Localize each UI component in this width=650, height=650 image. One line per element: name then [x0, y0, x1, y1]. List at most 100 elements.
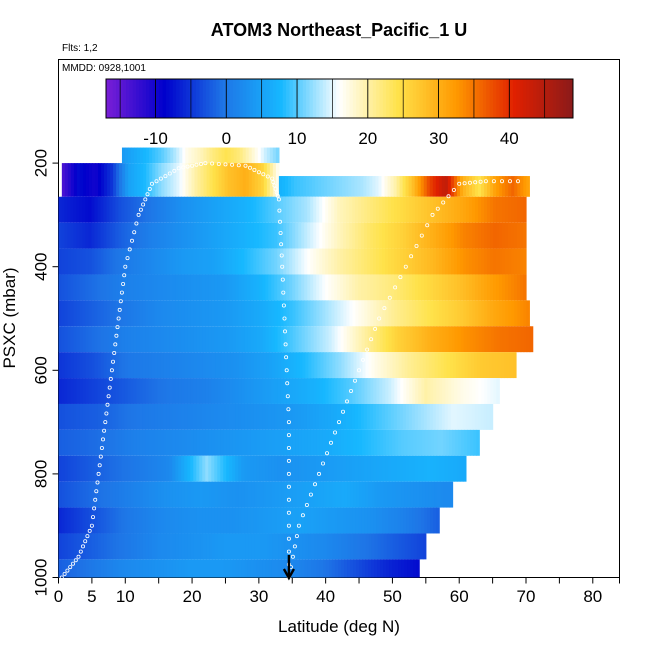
- heatmap-cell: [250, 300, 255, 327]
- heatmap-cell: [187, 248, 191, 275]
- heatmap-cell: [316, 248, 320, 275]
- heatmap-cell: [463, 196, 467, 223]
- heatmap-cell: [233, 147, 238, 164]
- heatmap-cell: [173, 147, 177, 164]
- heatmap-cell: [367, 300, 371, 327]
- colorbar-segment: [362, 79, 367, 118]
- heatmap-cell: [172, 481, 177, 508]
- flight-track-point: [491, 179, 496, 184]
- heatmap-cell: [242, 352, 246, 379]
- heatmap-cell: [289, 300, 294, 327]
- heatmap-cell: [262, 378, 266, 404]
- flight-track-point: [96, 471, 101, 476]
- heatmap-cell: [520, 222, 524, 249]
- heatmap-cell: [251, 533, 255, 560]
- heatmap-cell: [364, 300, 368, 327]
- heatmap-cell: [305, 481, 309, 508]
- heatmap-cell: [340, 507, 344, 534]
- heatmap-cell: [127, 559, 132, 578]
- heatmap-cell: [469, 222, 473, 249]
- heatmap-cell: [184, 222, 188, 249]
- heatmap-cell: [277, 248, 281, 275]
- heatmap-cell: [330, 176, 334, 197]
- flight-track-point: [116, 316, 121, 321]
- heatmap-cell: [325, 300, 330, 327]
- heatmap-cell: [319, 507, 323, 534]
- heatmap-cell: [351, 403, 356, 430]
- heatmap-cell: [397, 274, 401, 301]
- heatmap-cell: [238, 196, 242, 223]
- heatmap-cell: [487, 248, 491, 275]
- heatmap-cell: [262, 507, 266, 534]
- heatmap-cell: [350, 429, 354, 456]
- flight-track-point: [73, 558, 78, 563]
- heatmap-cell: [163, 300, 168, 327]
- heatmap-cell: [205, 274, 209, 301]
- heatmap-cell: [346, 222, 350, 249]
- heatmap-cell: [73, 222, 78, 249]
- heatmap-cell: [451, 274, 455, 301]
- heatmap-cell: [247, 300, 252, 327]
- heatmap-cell: [106, 429, 111, 456]
- colorbar-segment: [189, 79, 194, 118]
- heatmap-cell: [136, 481, 141, 508]
- heatmap-cell: [484, 248, 488, 275]
- flight-track-point: [286, 445, 291, 450]
- heatmap-cell: [520, 274, 524, 301]
- heatmap-cell: [103, 352, 108, 379]
- heatmap-cell: [85, 507, 90, 534]
- heatmap-cell: [314, 352, 318, 379]
- heatmap-cell: [322, 222, 326, 249]
- heatmap-cell: [280, 222, 284, 249]
- heatmap-cell: [224, 147, 229, 164]
- heatmap-cell: [320, 533, 325, 560]
- heatmap-cell: [259, 403, 263, 430]
- heatmap-cell: [436, 326, 441, 353]
- heatmap-cell: [112, 507, 117, 534]
- heatmap-cell: [163, 274, 167, 301]
- heatmap-cell: [202, 481, 207, 508]
- heatmap-cell: [326, 481, 330, 508]
- flight-track-point: [507, 179, 512, 184]
- heatmap-cell: [238, 378, 243, 404]
- heatmap-cell: [247, 326, 252, 353]
- heatmap-cell: [454, 300, 458, 327]
- heatmap-cell: [451, 326, 456, 353]
- heatmap-cell: [160, 455, 164, 482]
- flight-track-point: [336, 420, 341, 425]
- heatmap-cell: [220, 300, 225, 327]
- heatmap-cell: [200, 147, 205, 164]
- heatmap-cell: [154, 300, 159, 327]
- heatmap-cell: [474, 403, 479, 430]
- heatmap-cell: [133, 455, 137, 482]
- flight-track-point: [143, 197, 148, 202]
- flight-track-point: [106, 394, 111, 399]
- heatmap-cell: [424, 507, 428, 534]
- heatmap-cell: [475, 300, 479, 327]
- heatmap-cell: [334, 429, 339, 456]
- heatmap-cell: [313, 429, 318, 456]
- heatmap-cell: [184, 481, 189, 508]
- heatmap-cell: [310, 274, 314, 301]
- heatmap-cell: [109, 196, 114, 223]
- heatmap-cell: [88, 507, 93, 534]
- heatmap-cell: [163, 533, 168, 560]
- heatmap-cell: [97, 300, 102, 327]
- heatmap-cell: [233, 533, 237, 560]
- colorbar-segment: [139, 79, 144, 118]
- heatmap-cell: [115, 222, 120, 249]
- heatmap-cell: [323, 533, 328, 560]
- heatmap-cell: [517, 300, 521, 327]
- heatmap-cell: [347, 481, 351, 508]
- heatmap-cell: [238, 248, 242, 275]
- x-tick-label: 80: [583, 587, 602, 606]
- heatmap-cell: [466, 300, 470, 327]
- heatmap-cell: [133, 378, 138, 404]
- colorbar-segment: [459, 79, 464, 118]
- heatmap-cell: [424, 326, 429, 353]
- heatmap-cell: [266, 481, 270, 508]
- heatmap-cell: [514, 176, 518, 197]
- heatmap-cell: [445, 300, 449, 327]
- heatmap-cell: [355, 507, 359, 534]
- heatmap-cell: [406, 300, 410, 327]
